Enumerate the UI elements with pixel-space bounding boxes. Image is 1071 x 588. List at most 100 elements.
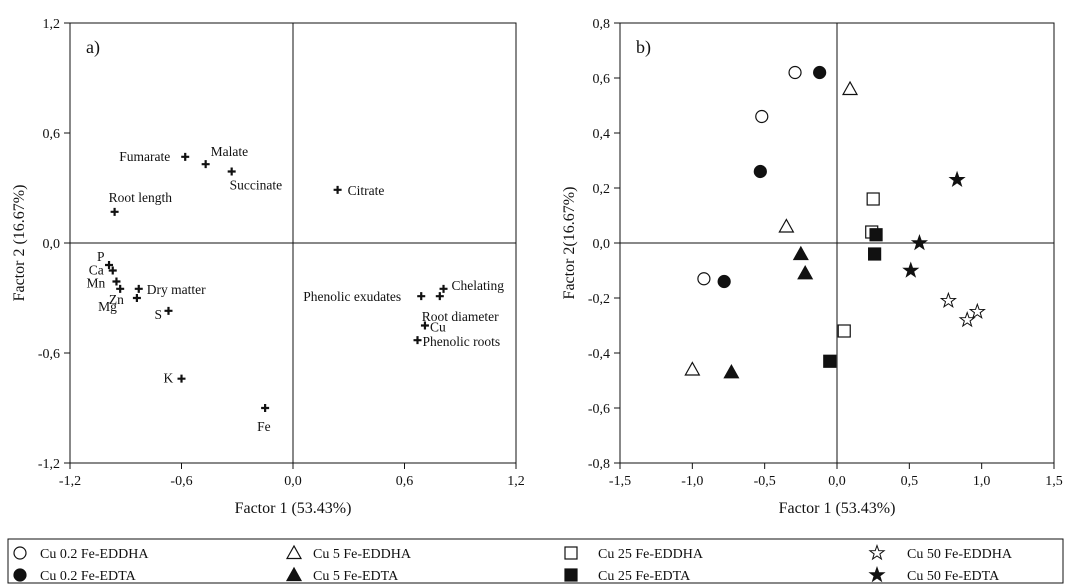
x-tick-label: 0,0 xyxy=(284,474,302,489)
score-point xyxy=(813,65,827,80)
loading-marker xyxy=(116,284,125,293)
loading-label: S xyxy=(154,307,162,322)
score-point xyxy=(868,247,882,261)
legend-entry: Cu 25 Fe-EDTA xyxy=(598,569,691,584)
score-point xyxy=(717,274,731,289)
legend-marker xyxy=(868,565,886,583)
loading-marker xyxy=(261,404,270,412)
legend-marker xyxy=(564,568,578,582)
loading-marker xyxy=(105,261,114,269)
y-tick-label: 0,2 xyxy=(593,182,611,197)
loading-marker xyxy=(112,277,121,286)
loading-marker xyxy=(108,266,117,275)
y-axis-title: Factor 2(16.67%) xyxy=(561,187,578,300)
loading-label: K xyxy=(164,371,174,386)
y-tick-label: 0,8 xyxy=(593,17,611,32)
score-point xyxy=(968,302,986,320)
score-point xyxy=(697,272,711,286)
loading-marker xyxy=(413,336,422,345)
loading-marker xyxy=(134,284,143,293)
y-tick-label: 1,2 xyxy=(43,17,61,32)
y-tick-label: 0,0 xyxy=(593,237,611,252)
loading-label: Mn xyxy=(86,276,105,291)
loading-label: P xyxy=(97,249,105,264)
loading-label: Fe xyxy=(257,419,271,434)
loading-label: Fumarate xyxy=(119,149,170,164)
loading-marker xyxy=(333,185,342,194)
loading-label: Malate xyxy=(211,144,248,159)
x-tick-label: 1,0 xyxy=(973,474,991,489)
x-tick-label: 1,5 xyxy=(1045,474,1063,489)
legend-entry: Cu 5 Fe-EDTA xyxy=(313,569,399,584)
loading-marker xyxy=(177,374,186,383)
y-tick-label: 0,6 xyxy=(43,127,61,142)
loading-label: Ca xyxy=(89,263,104,278)
x-tick-label: -1,0 xyxy=(681,474,703,489)
score-point xyxy=(788,65,802,80)
legend-marker xyxy=(285,544,303,560)
y-tick-label: -1,2 xyxy=(38,457,60,472)
y-tick-label: -0,6 xyxy=(38,347,60,362)
score-point xyxy=(869,228,883,242)
y-tick-label: -0,4 xyxy=(588,347,610,362)
score-point xyxy=(837,324,851,338)
score-point xyxy=(866,192,880,206)
loading-label: Root diameter xyxy=(422,309,499,324)
panel-a-scatter: -1,2 -0,6 0,0 0,6 1,2 -1,2 -0,6 0,0 0,6 1,2 Factor… xyxy=(11,17,525,517)
loading-label: Zn xyxy=(109,292,124,307)
score-point xyxy=(823,354,837,368)
panel-label: a) xyxy=(86,37,100,58)
loading-marker xyxy=(439,284,448,293)
score-point xyxy=(755,109,769,124)
x-tick-label: 0,6 xyxy=(396,474,414,489)
legend-marker xyxy=(868,543,886,561)
legend-entry: Cu 50 Fe-EDDHA xyxy=(907,547,1013,562)
legend-entry: Cu 25 Fe-EDDHA xyxy=(598,547,704,562)
legend: Cu 0.2 Fe-EDDHA Cu 0.2 Fe-EDTA Cu 5 Fe-EDD… xyxy=(7,538,1064,584)
panel-label: b) xyxy=(636,37,651,58)
legend-entry: Cu 0.2 Fe-EDDHA xyxy=(40,547,149,562)
y-tick-label: -0,6 xyxy=(588,402,610,417)
loading-label: Cu xyxy=(430,320,446,335)
loading-marker xyxy=(417,292,426,301)
loading-marker xyxy=(164,306,173,315)
x-tick-label: 0,0 xyxy=(828,474,846,489)
loading-marker xyxy=(181,152,190,161)
score-point xyxy=(778,218,795,233)
score-point xyxy=(792,245,809,261)
loading-marker xyxy=(201,160,210,169)
score-point xyxy=(939,291,957,309)
y-tick-label: -0,8 xyxy=(588,457,610,472)
legend-entry: Cu 50 Fe-EDTA xyxy=(907,569,1000,584)
x-tick-label: 1,2 xyxy=(507,474,525,489)
y-tick-label: -0,2 xyxy=(588,292,610,307)
legend-box xyxy=(7,538,1064,584)
x-tick-label: -0,6 xyxy=(170,474,192,489)
x-tick-label: -0,5 xyxy=(754,474,776,489)
loading-label: Chelating xyxy=(452,278,505,293)
score-point xyxy=(841,80,859,96)
x-tick-label: -1,5 xyxy=(609,474,631,489)
legend-marker xyxy=(13,546,27,560)
y-tick-label: 0,4 xyxy=(593,127,611,142)
loading-label: Phenolic roots xyxy=(423,334,501,349)
loading-marker xyxy=(435,292,444,301)
loading-label: Succinate xyxy=(230,178,282,193)
y-tick-label: 0,6 xyxy=(593,72,611,87)
x-tick-label: -1,2 xyxy=(59,474,81,489)
panel-b-scatter: -1,5 -1,0 -0,5 0,0 0,5 1,0 1,5 -0,8 -0,6 -0,4 -0,2… xyxy=(561,17,1063,517)
legend-marker xyxy=(285,566,303,582)
loading-label: Phenolic exudates xyxy=(303,289,401,304)
loading-label: Citrate xyxy=(348,183,385,198)
score-point xyxy=(684,361,701,376)
y-tick-label: 0,0 xyxy=(43,237,61,252)
x-tick-label: 0,5 xyxy=(901,474,919,489)
score-point xyxy=(797,265,814,280)
loading-marker xyxy=(132,294,141,302)
score-point xyxy=(723,364,740,379)
legend-marker xyxy=(13,568,27,582)
score-point xyxy=(958,310,976,328)
loading-label: Root length xyxy=(109,190,173,205)
loading-label: Mg xyxy=(98,299,117,314)
